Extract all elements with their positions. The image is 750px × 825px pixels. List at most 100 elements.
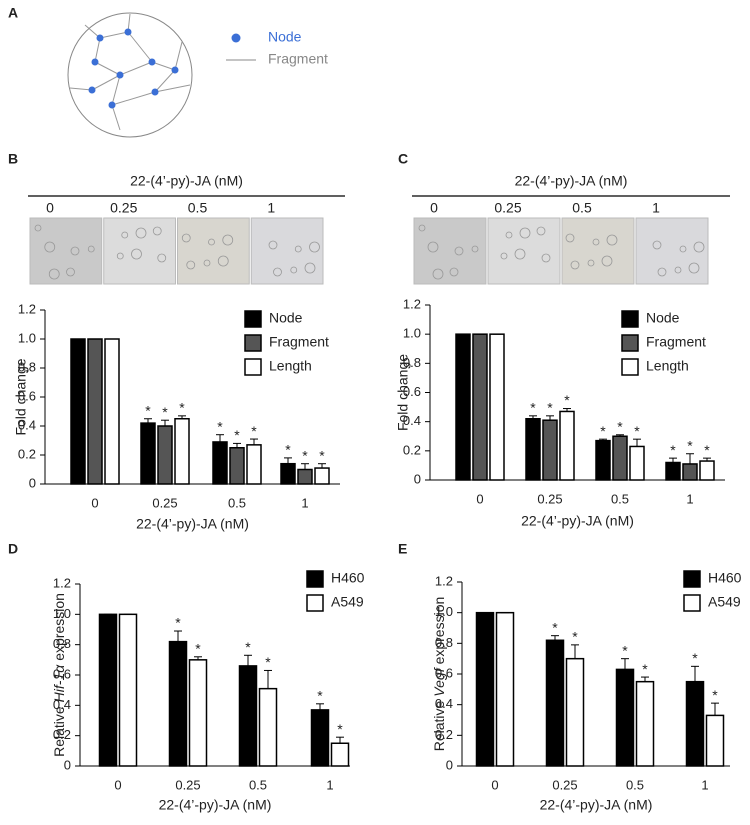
- bar: [472, 333, 488, 481]
- bar: [297, 468, 313, 485]
- micrograph-texture: [208, 238, 215, 246]
- legend-swatch: [683, 594, 701, 612]
- strip-label: 0.25: [494, 200, 521, 216]
- micrograph-texture: [519, 227, 531, 239]
- micrograph-texture: [304, 262, 316, 274]
- significance-marker: *: [251, 423, 257, 439]
- micrograph-texture: [500, 252, 508, 260]
- strip-title: 22-(4’-py)-JA (nM): [130, 173, 243, 189]
- y-tick-label: 1.0: [53, 606, 71, 621]
- micrograph-texture: [565, 233, 575, 243]
- micrograph-texture: [592, 238, 600, 246]
- bar: [118, 613, 138, 767]
- micrograph-texture: [688, 262, 700, 274]
- bar: [495, 611, 515, 767]
- bar: [229, 447, 245, 485]
- micrograph-texture: [536, 226, 546, 236]
- bar: [489, 333, 505, 481]
- y-axis-label: Relative Vegfexpression: [431, 597, 447, 752]
- x-tick-label: 0.5: [626, 777, 644, 792]
- significance-marker: *: [175, 615, 181, 631]
- significance-marker: *: [265, 654, 271, 670]
- significance-marker: *: [704, 442, 710, 458]
- legend-node-symbol: [231, 33, 241, 43]
- significance-marker: *: [234, 427, 240, 443]
- legend-label: Length: [269, 358, 312, 374]
- legend-label: H460: [708, 570, 742, 586]
- legend-label: Fragment: [646, 334, 706, 350]
- x-tick-label: 0.25: [152, 495, 177, 510]
- bar: [104, 338, 120, 485]
- significance-marker: *: [564, 392, 570, 408]
- significance-marker: *: [285, 442, 291, 458]
- strip-label: 0: [46, 200, 54, 216]
- y-tick-label: 0.6: [18, 388, 36, 403]
- x-tick-label: 0.5: [228, 495, 246, 510]
- significance-marker: *: [245, 639, 251, 655]
- legend-swatch: [306, 570, 324, 588]
- panel-label: C: [398, 151, 408, 167]
- y-tick-label: 1.0: [403, 326, 421, 341]
- micrograph-texture: [268, 240, 278, 250]
- bar: [565, 657, 585, 767]
- significance-marker: *: [195, 641, 201, 657]
- significance-marker: *: [552, 619, 558, 635]
- bar: [682, 463, 698, 481]
- micrograph-texture: [34, 224, 42, 232]
- x-tick-label: 0.25: [552, 777, 577, 792]
- y-tick-label: 1.2: [18, 301, 36, 316]
- y-label-part: Relative: [431, 700, 447, 751]
- legend-swatch: [244, 310, 262, 328]
- bar: [87, 338, 103, 485]
- bar: [258, 687, 278, 767]
- micrograph-texture: [294, 245, 302, 253]
- bar: [699, 460, 715, 481]
- bar: [629, 445, 645, 481]
- significance-marker: *: [712, 687, 718, 703]
- legend-label: H460: [331, 570, 365, 586]
- y-label-part: Relative: [51, 706, 67, 757]
- micrograph-texture: [44, 241, 56, 253]
- bar: [310, 709, 330, 767]
- micrograph-texture: [541, 253, 551, 263]
- micrograph-texture: [652, 240, 662, 250]
- micrograph-texture: [693, 241, 705, 253]
- y-label-part: Hif-1α: [51, 664, 67, 703]
- y-tick-label: 0.8: [18, 359, 36, 374]
- bar: [559, 410, 575, 481]
- bar: [595, 439, 611, 481]
- micrograph-texture: [157, 253, 167, 263]
- legend-label: Node: [268, 29, 302, 45]
- micrograph-texture: [273, 267, 282, 277]
- bar: [545, 639, 565, 767]
- y-axis-label: Relative Hif-1α expression: [51, 593, 67, 757]
- legend-label: A549: [708, 594, 741, 610]
- bar: [314, 467, 330, 485]
- bar: [70, 338, 86, 485]
- y-tick-label: 1.2: [435, 573, 453, 588]
- fragments: [69, 13, 191, 131]
- significance-marker: *: [634, 423, 640, 439]
- y-label-part: expression: [431, 597, 447, 665]
- significance-marker: *: [670, 442, 676, 458]
- y-label-part: expression: [51, 593, 67, 661]
- x-tick-label: 1: [701, 777, 708, 792]
- micrograph-texture: [116, 252, 124, 260]
- y-axis-label: Fold change: [13, 358, 29, 435]
- x-tick-label: 1: [686, 491, 693, 506]
- micrograph: [250, 217, 324, 285]
- x-tick-label: 0.25: [537, 491, 562, 506]
- legend-swatch: [683, 570, 701, 588]
- x-tick-label: 0.5: [249, 777, 267, 792]
- strip-label: 0.25: [110, 200, 137, 216]
- y-tick-label: 0.4: [53, 697, 71, 712]
- bar: [98, 613, 118, 767]
- significance-marker: *: [179, 400, 185, 416]
- significance-marker: *: [162, 404, 168, 420]
- strip-label: 0.5: [572, 200, 592, 216]
- y-tick-label: 0: [29, 475, 36, 490]
- significance-marker: *: [600, 423, 606, 439]
- y-tick-label: 1.2: [53, 575, 71, 590]
- panel-label: D: [8, 541, 18, 557]
